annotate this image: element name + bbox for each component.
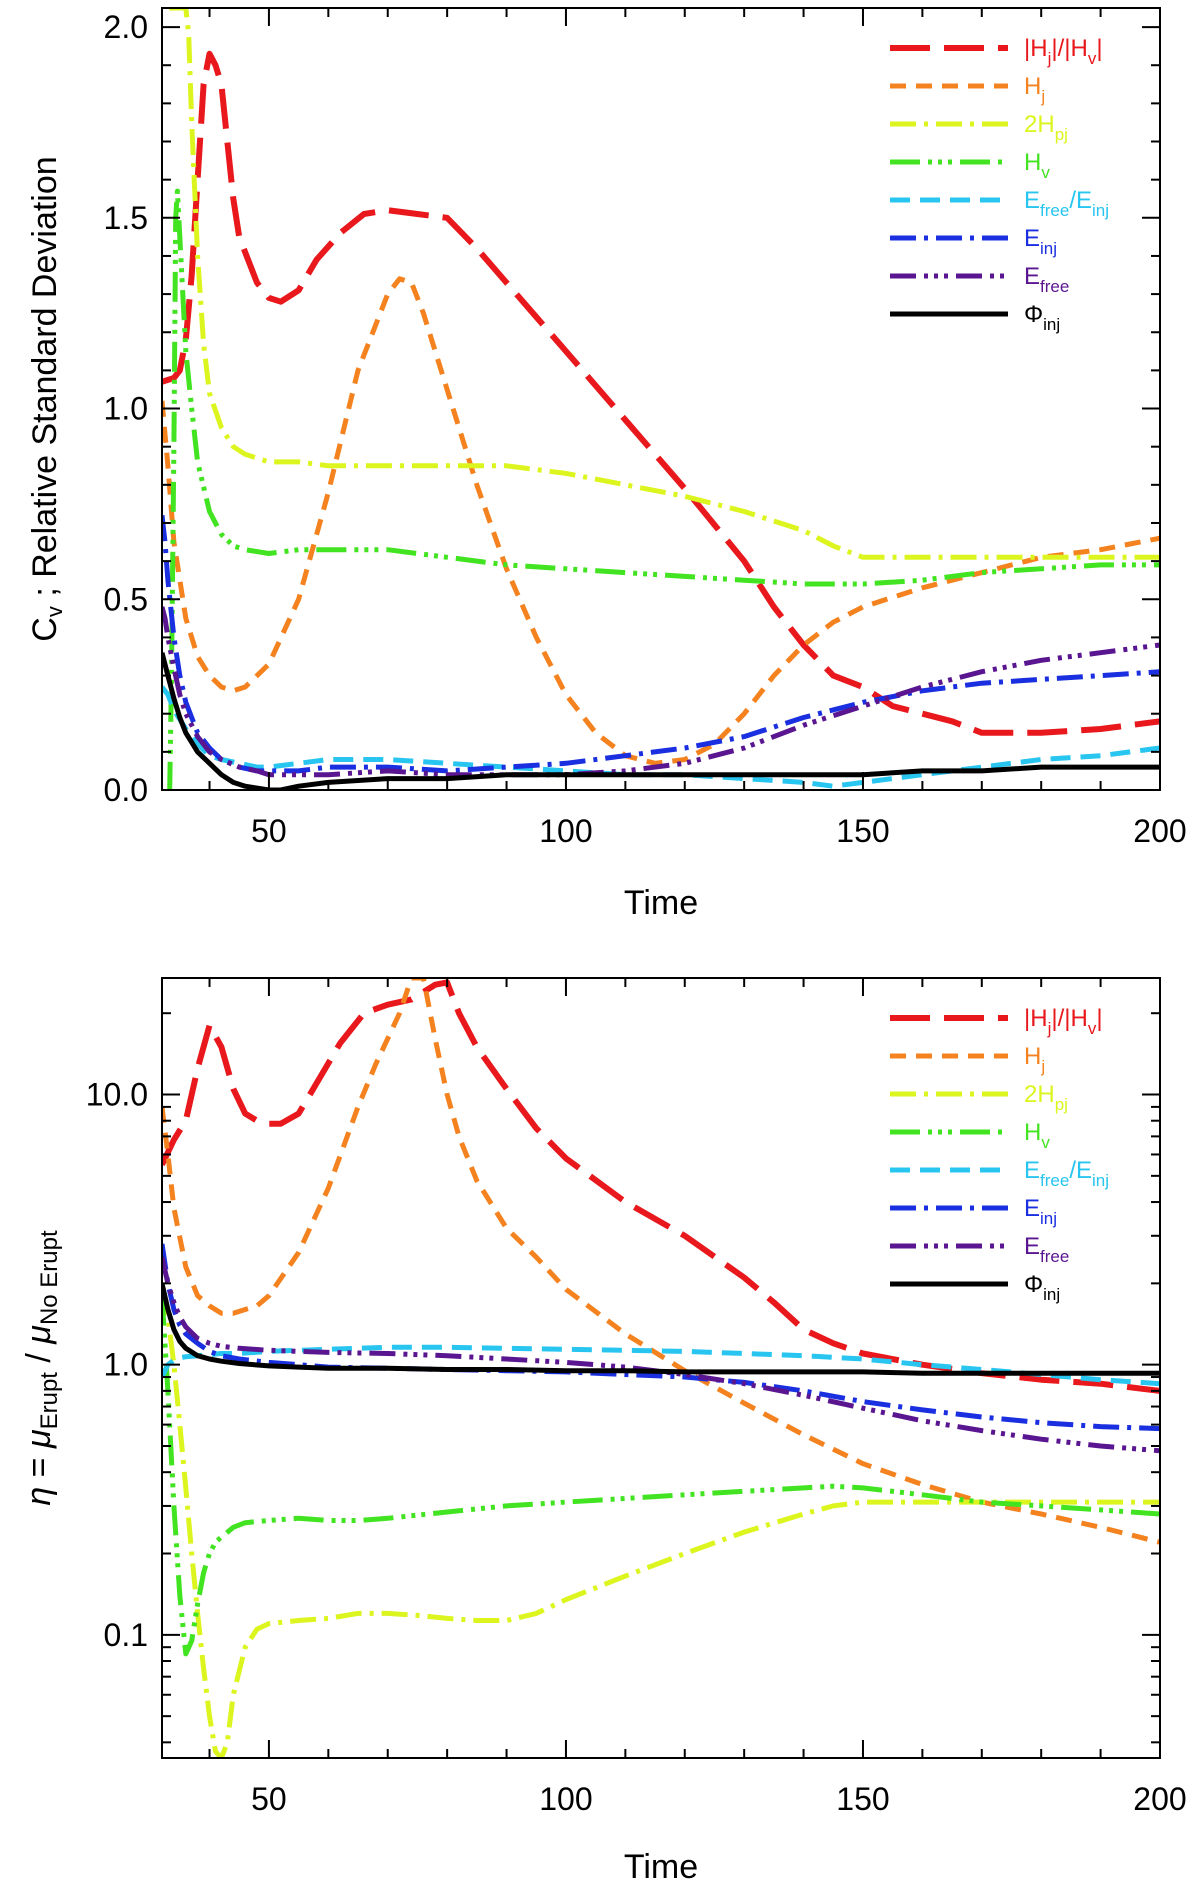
bottom-y-axis-title: η = μErupt / μNo Erupt [20,1230,63,1506]
top-legend-label-2: 2Hpj [1024,111,1068,144]
bottom-series-line-5 [162,1243,1160,1432]
top-legend-label-5: Einj [1024,225,1057,258]
bottom-y-axis-title-eq: = [20,1448,58,1487]
bottom-legend-label-0: |Hj|/|Hv| [1024,1005,1103,1038]
bottom-y-tick-label: 10.0 [86,1077,148,1113]
bottom-legend-label-4: Efree/Einj [1024,1157,1109,1190]
bottom-plot-frame [161,977,1161,1759]
top-series-line-2 [167,8,1160,560]
top-series-line-6 [162,606,1160,778]
bottom-y-axis-title-sub2: No Erupt [36,1230,63,1325]
bottom-legend-label-1: Hj [1024,1043,1045,1076]
bottom-y-axis-title-eta: η [20,1487,58,1506]
bottom-x-tick-label: 200 [1133,1781,1186,1817]
bottom-series-line-0 [162,979,1160,1394]
bottom-series-line-2 [162,1288,1160,1758]
top-series-line-3 [167,188,1160,790]
top-legend-label-6: Efree [1024,263,1069,296]
top-y-tick-label: 0.0 [104,772,148,808]
bottom-series-line-4 [162,1344,1160,1387]
bottom-x-tick-label: 100 [539,1781,592,1817]
bottom-x-tick-label: 50 [251,1781,287,1817]
top-legend-label-0: |Hj|/|Hv| [1024,35,1103,68]
bottom-y-tick-label: 0.1 [104,1617,148,1653]
top-y-tick-label: 1.0 [104,391,148,427]
top-y-axis-title: Cv ; Relative Standard Deviation [26,156,67,641]
top-y-tick-label: 2.0 [104,9,148,45]
bottom-y-axis-title-mu1: μ [20,1429,58,1449]
bottom-y-axis-title-sub1: Erupt [36,1372,63,1430]
top-x-tick-label: 150 [836,813,889,849]
top-x-axis-title: Time [624,884,698,922]
top-series-line-5 [162,515,1160,774]
top-y-tick-label: 0.5 [104,581,148,617]
top-x-tick-label: 200 [1133,813,1186,849]
bottom-y-axis-title-slash: / [20,1344,58,1372]
top-x-tick-label: 50 [251,813,287,849]
bottom-y-axis-title-mu2: μ [20,1325,58,1345]
top-series-line-0 [162,50,1160,736]
top-series-line-4 [162,685,1160,789]
bottom-legend-label-3: Hv [1024,1119,1050,1152]
top-legend-label-4: Efree/Einj [1024,187,1109,220]
bottom-legend-label-5: Einj [1024,1195,1057,1228]
bottom-legend-label-2: 2Hpj [1024,1081,1068,1114]
top-y-tick-label: 1.5 [104,200,148,236]
top-series-line-7 [162,652,1160,790]
top-panel: 50 100 150 200 0.0 0.5 1.0 1.5 2.0 |Hj|/|Hv| Hj 2H… [26,7,1187,922]
bottom-x-axis-title: Time [624,1848,698,1886]
top-legend-label-3: Hv [1024,149,1050,182]
top-series-line-1 [162,276,1160,766]
bottom-legend-label-7: Φinj [1024,1271,1060,1304]
top-x-tick-label: 100 [539,813,592,849]
bottom-panel: 50 100 150 200 0.1 1.0 10.0 |Hj|/|Hv| Hj 2Hpj Hv E… [20,977,1187,1886]
top-y-axis-title-symbol: C [26,617,64,642]
bottom-series-line-6 [162,1256,1160,1454]
bottom-y-tick-label: 1.0 [104,1347,148,1383]
top-y-axis-title-sub: v [42,606,67,617]
top-y-axis-title-rest: ; Relative Standard Deviation [26,156,64,606]
bottom-series-line-7 [162,1282,1160,1376]
bottom-series-line-1 [162,978,1160,1545]
top-plot-frame [161,7,1161,791]
bottom-legend-label-6: Efree [1024,1233,1069,1266]
top-legend-label-1: Hj [1024,73,1045,106]
bottom-x-tick-label: 150 [836,1781,889,1817]
top-legend-label-7: Φinj [1024,301,1060,334]
bottom-series-line-3 [162,1295,1160,1657]
